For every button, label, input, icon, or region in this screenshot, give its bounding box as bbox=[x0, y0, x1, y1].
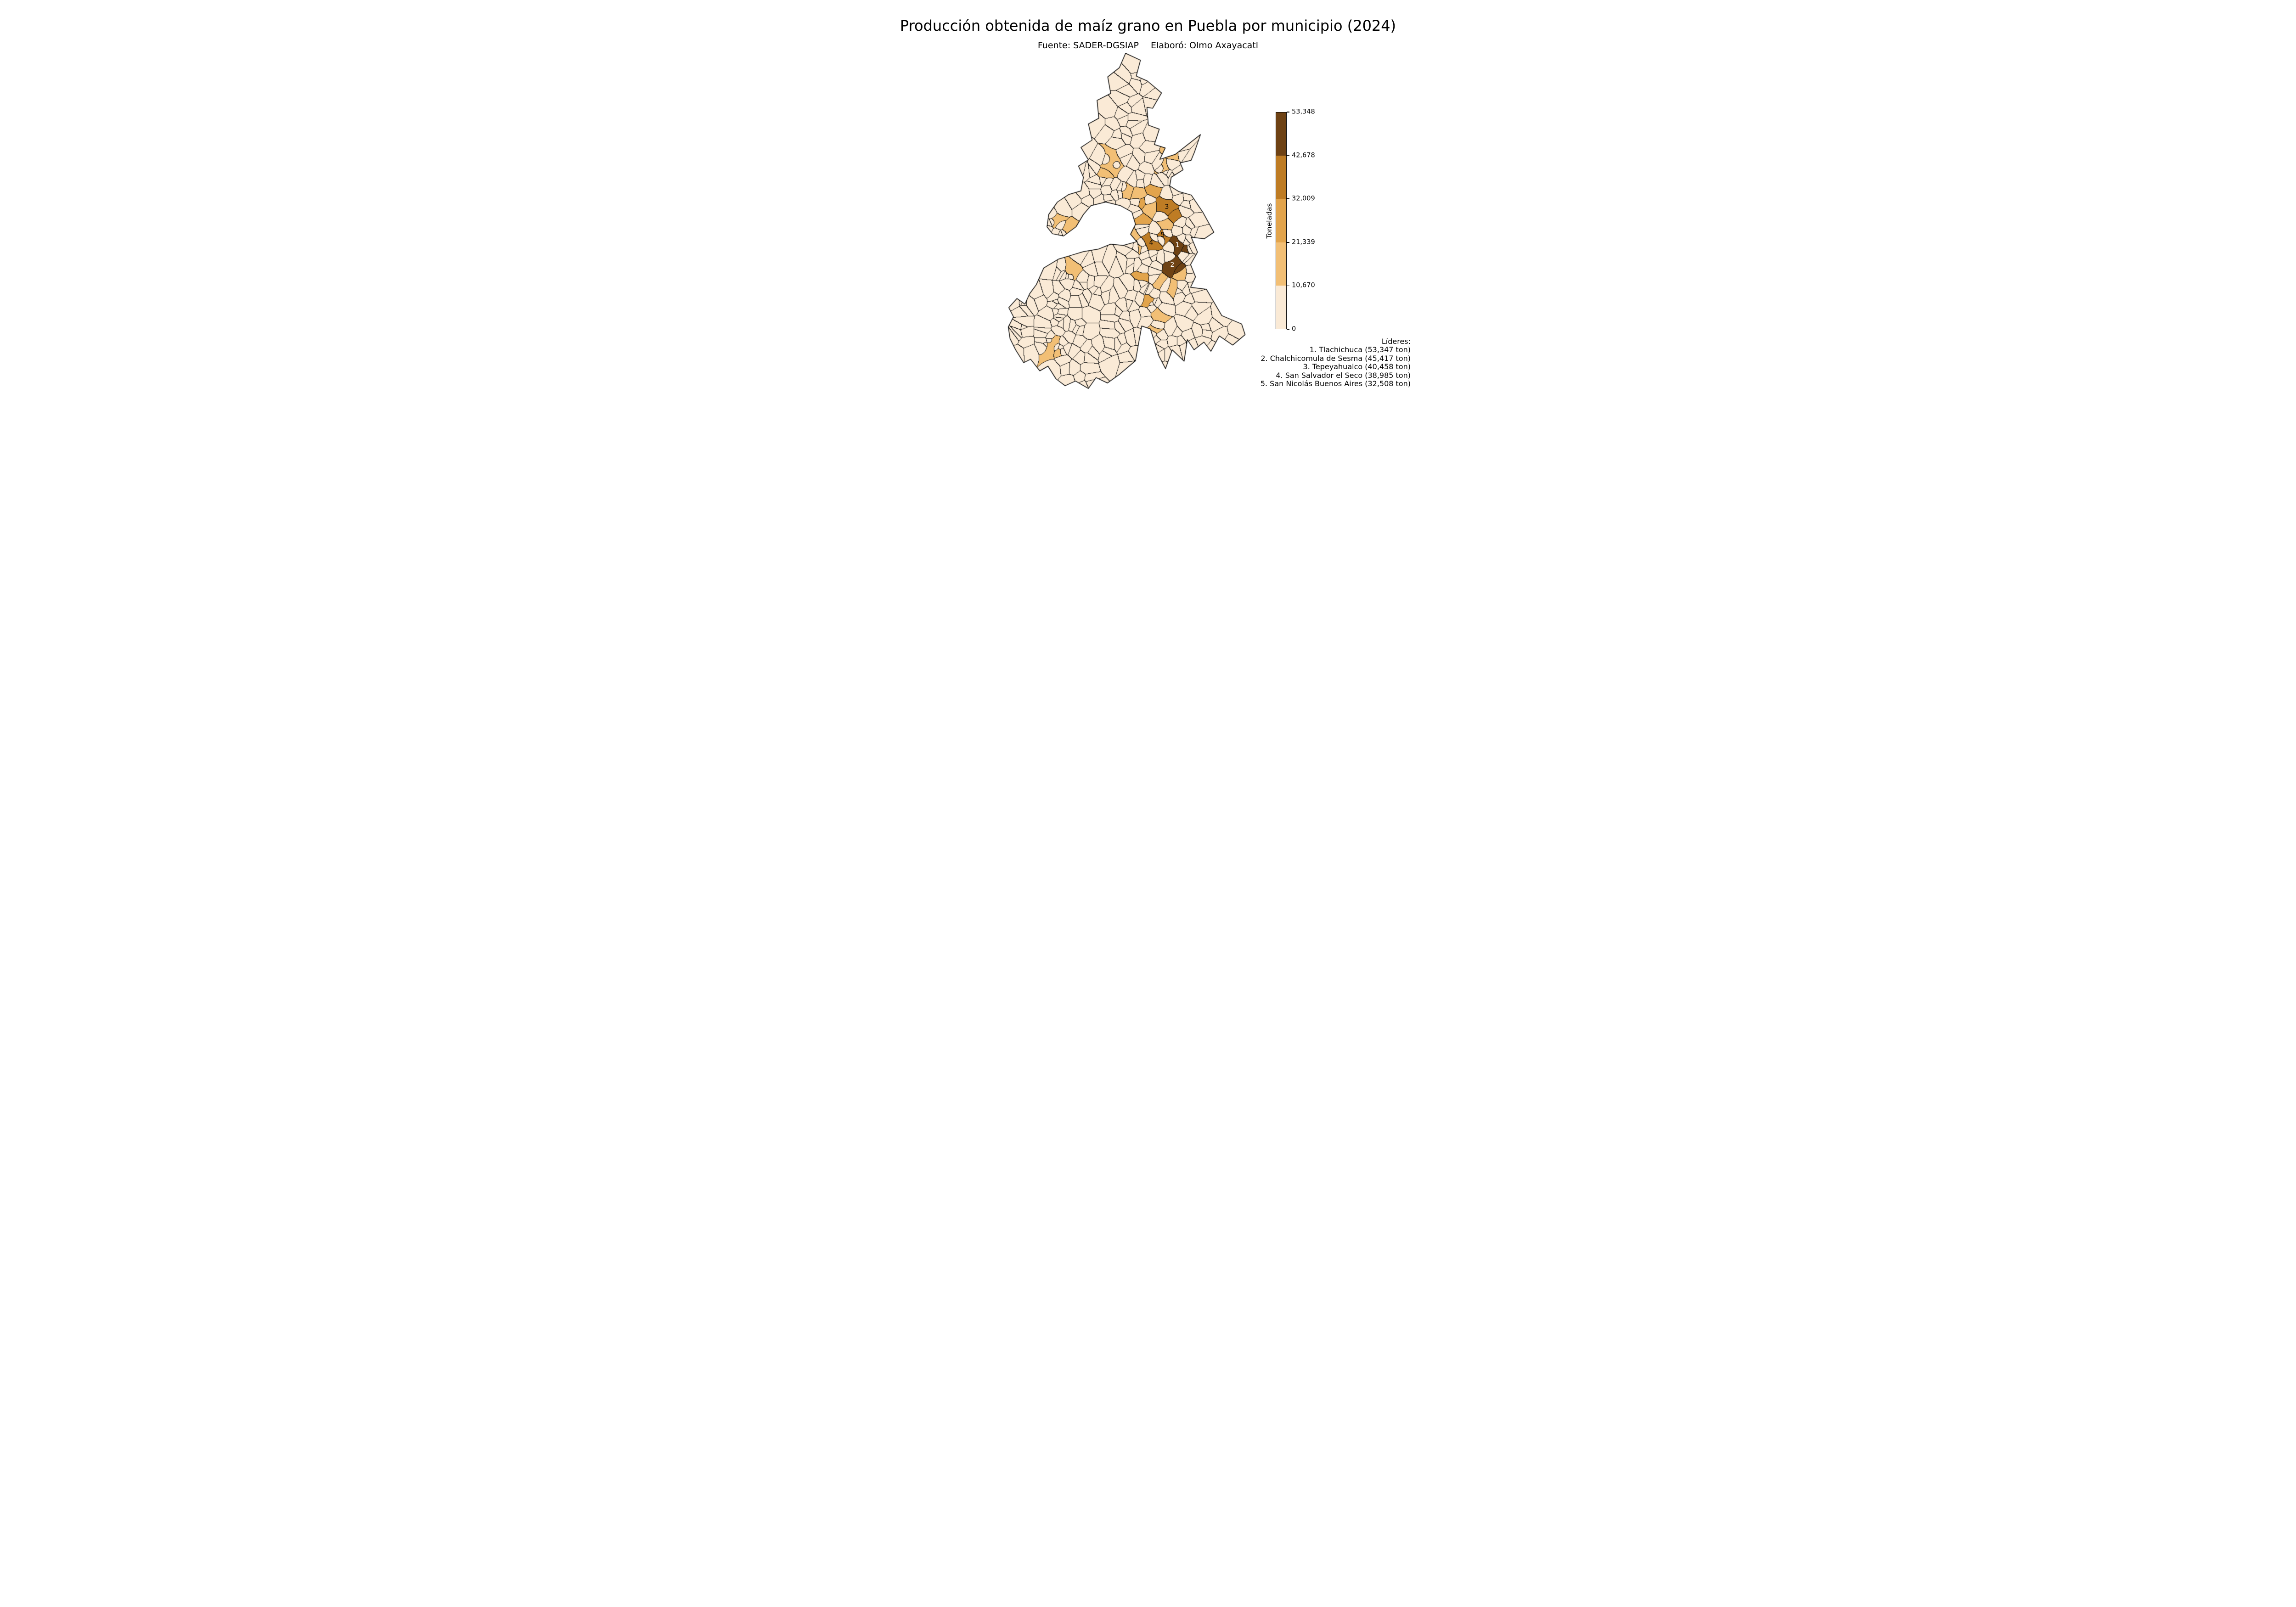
tick-label: 0 bbox=[1292, 325, 1296, 333]
leader-entry: 5. San Nicolás Buenos Aires (32,508 ton) bbox=[1260, 379, 1411, 388]
colorbar-ticks: 53,348 42,678 32,009 21,339 10,670 0 bbox=[1276, 108, 1315, 333]
tick-label: 10,670 bbox=[1292, 282, 1315, 290]
map-marker: 3 bbox=[1165, 203, 1169, 211]
tick-mark bbox=[1287, 329, 1289, 330]
colorbar-band bbox=[1276, 199, 1286, 242]
tick-label: 42,678 bbox=[1292, 152, 1315, 159]
leaders-heading: Líderes: bbox=[1381, 337, 1411, 346]
tick-mark bbox=[1287, 242, 1289, 243]
tick-label: 32,009 bbox=[1292, 195, 1315, 202]
leader-entry: 2. Chalchicomula de Sesma (45,417 ton) bbox=[1261, 354, 1411, 363]
tick-mark bbox=[1287, 155, 1289, 156]
tick-mark bbox=[1287, 198, 1289, 199]
chart-subtitle: Fuente: SADER-DGSIAP Elaboró: Olmo Axayac… bbox=[861, 40, 1435, 51]
tick-label: 53,348 bbox=[1292, 108, 1315, 116]
colorbar-axis-label: Toneladas bbox=[1265, 203, 1273, 239]
leader-entry: 4. San Salvador el Seco (38,985 ton) bbox=[1276, 371, 1411, 380]
choropleth-canvas bbox=[1007, 53, 1255, 390]
map-marker: 1 bbox=[1175, 242, 1180, 249]
colorbar-band bbox=[1276, 112, 1286, 156]
tick-label: 21,339 bbox=[1292, 238, 1315, 246]
colorbar-band bbox=[1276, 242, 1286, 286]
colorbar-bands bbox=[1276, 112, 1287, 329]
tick-mark bbox=[1287, 285, 1289, 287]
map-marker: 5 bbox=[1160, 231, 1165, 239]
subtitle-source: Fuente: SADER-DGSIAP bbox=[1037, 40, 1139, 51]
map-marker: 2 bbox=[1170, 261, 1175, 269]
colorbar-band bbox=[1276, 285, 1286, 329]
map: 1 2 3 4 5 bbox=[1007, 53, 1255, 390]
leader-entry: 1. Tlachichuca (53,347 ton) bbox=[1309, 345, 1411, 354]
subtitle-author: Elaboró: Olmo Axayacatl bbox=[1150, 40, 1259, 51]
figure: Producción obtenida de maíz grano en Pue… bbox=[861, 0, 1435, 402]
map-marker: 4 bbox=[1149, 239, 1154, 247]
colorbar-band bbox=[1276, 156, 1286, 199]
leader-entry: 3. Tepeyahualco (40,458 ton) bbox=[1303, 362, 1411, 371]
leaders-legend: Líderes: 1. Tlachichuca (53,347 ton) 2. … bbox=[1261, 337, 1411, 388]
colorbar: 53,348 42,678 32,009 21,339 10,670 0 bbox=[1276, 108, 1315, 333]
chart-title: Producción obtenida de maíz grano en Pue… bbox=[900, 17, 1396, 34]
